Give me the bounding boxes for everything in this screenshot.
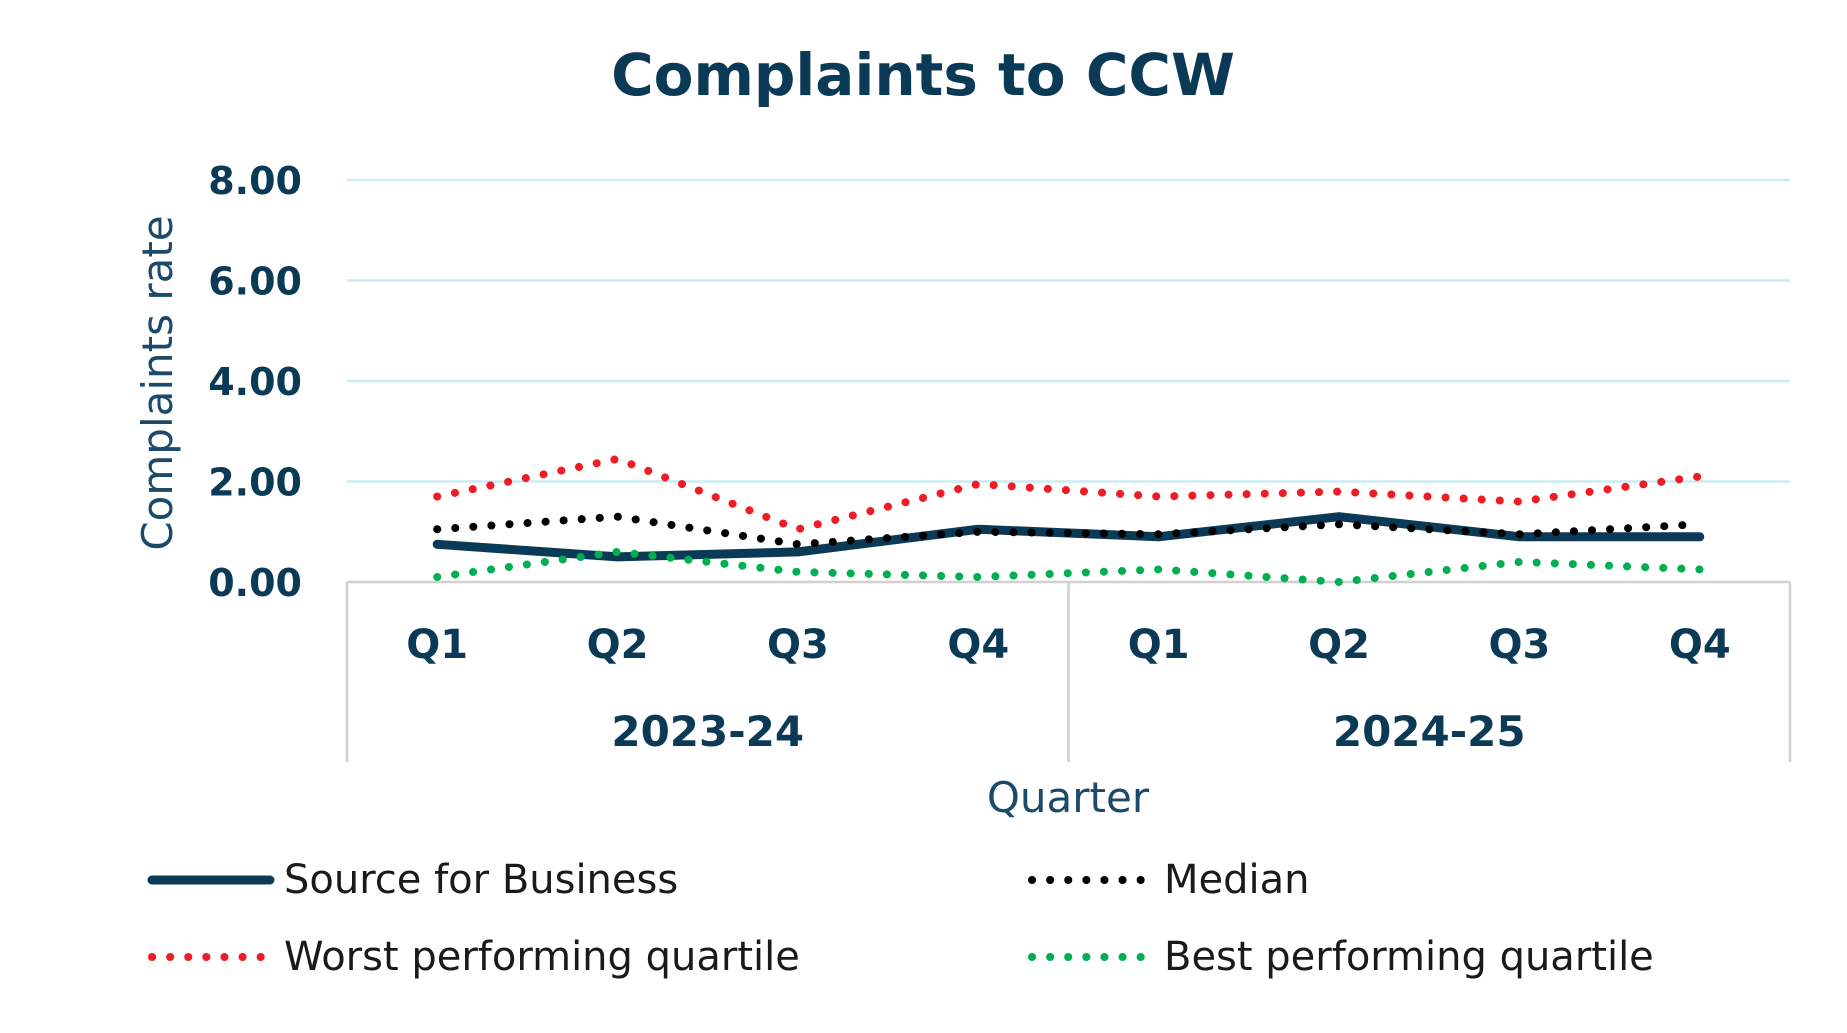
x-tick-label: Q4: [1669, 622, 1731, 668]
y-tick-label: 4.00: [208, 360, 302, 404]
chart-title: Complaints to CCW: [611, 41, 1235, 109]
x-tick-label: Q3: [1489, 622, 1551, 668]
legend-label-source-for-business: Source for Business: [284, 857, 678, 903]
x-group-label: 2024-25: [1333, 707, 1526, 756]
legend: Source for Business Median Worst performin…: [147, 857, 1654, 980]
y-axis-label: Complaints rate: [133, 215, 182, 550]
x-tick-label: Q1: [1128, 622, 1190, 668]
series-line-worst-performing-quartile: [433, 454, 1704, 534]
series-line-best-performing-quartile: [433, 547, 1704, 586]
x-tick-label: Q4: [947, 622, 1009, 668]
x-tick-label: Q2: [1308, 622, 1370, 668]
gridlines: [347, 178, 1790, 483]
series-lines: [432, 454, 1705, 586]
x-tick-label: Q1: [406, 622, 468, 668]
legend-label-best-performing-quartile: Best performing quartile: [1164, 934, 1654, 980]
y-axis-ticks: 0.00 2.00 4.00 6.00 8.00: [208, 159, 302, 605]
x-axis: Q1 Q2 Q3 Q4 Q1 Q2 Q3 Q4 2023-24 2024-25: [345, 580, 1792, 762]
y-tick-label: 2.00: [208, 461, 302, 505]
x-axis-label: Quarter: [987, 773, 1150, 822]
x-group-label: 2023-24: [611, 707, 804, 756]
y-tick-label: 0.00: [208, 561, 302, 605]
x-tick-label: Q3: [767, 622, 829, 668]
series-line-median: [433, 512, 1704, 549]
x-tick-label: Q2: [587, 622, 649, 668]
legend-label-worst-performing-quartile: Worst performing quartile: [284, 934, 800, 980]
legend-label-median: Median: [1164, 857, 1310, 903]
y-tick-label: 6.00: [208, 260, 302, 304]
y-tick-label: 8.00: [208, 159, 302, 203]
